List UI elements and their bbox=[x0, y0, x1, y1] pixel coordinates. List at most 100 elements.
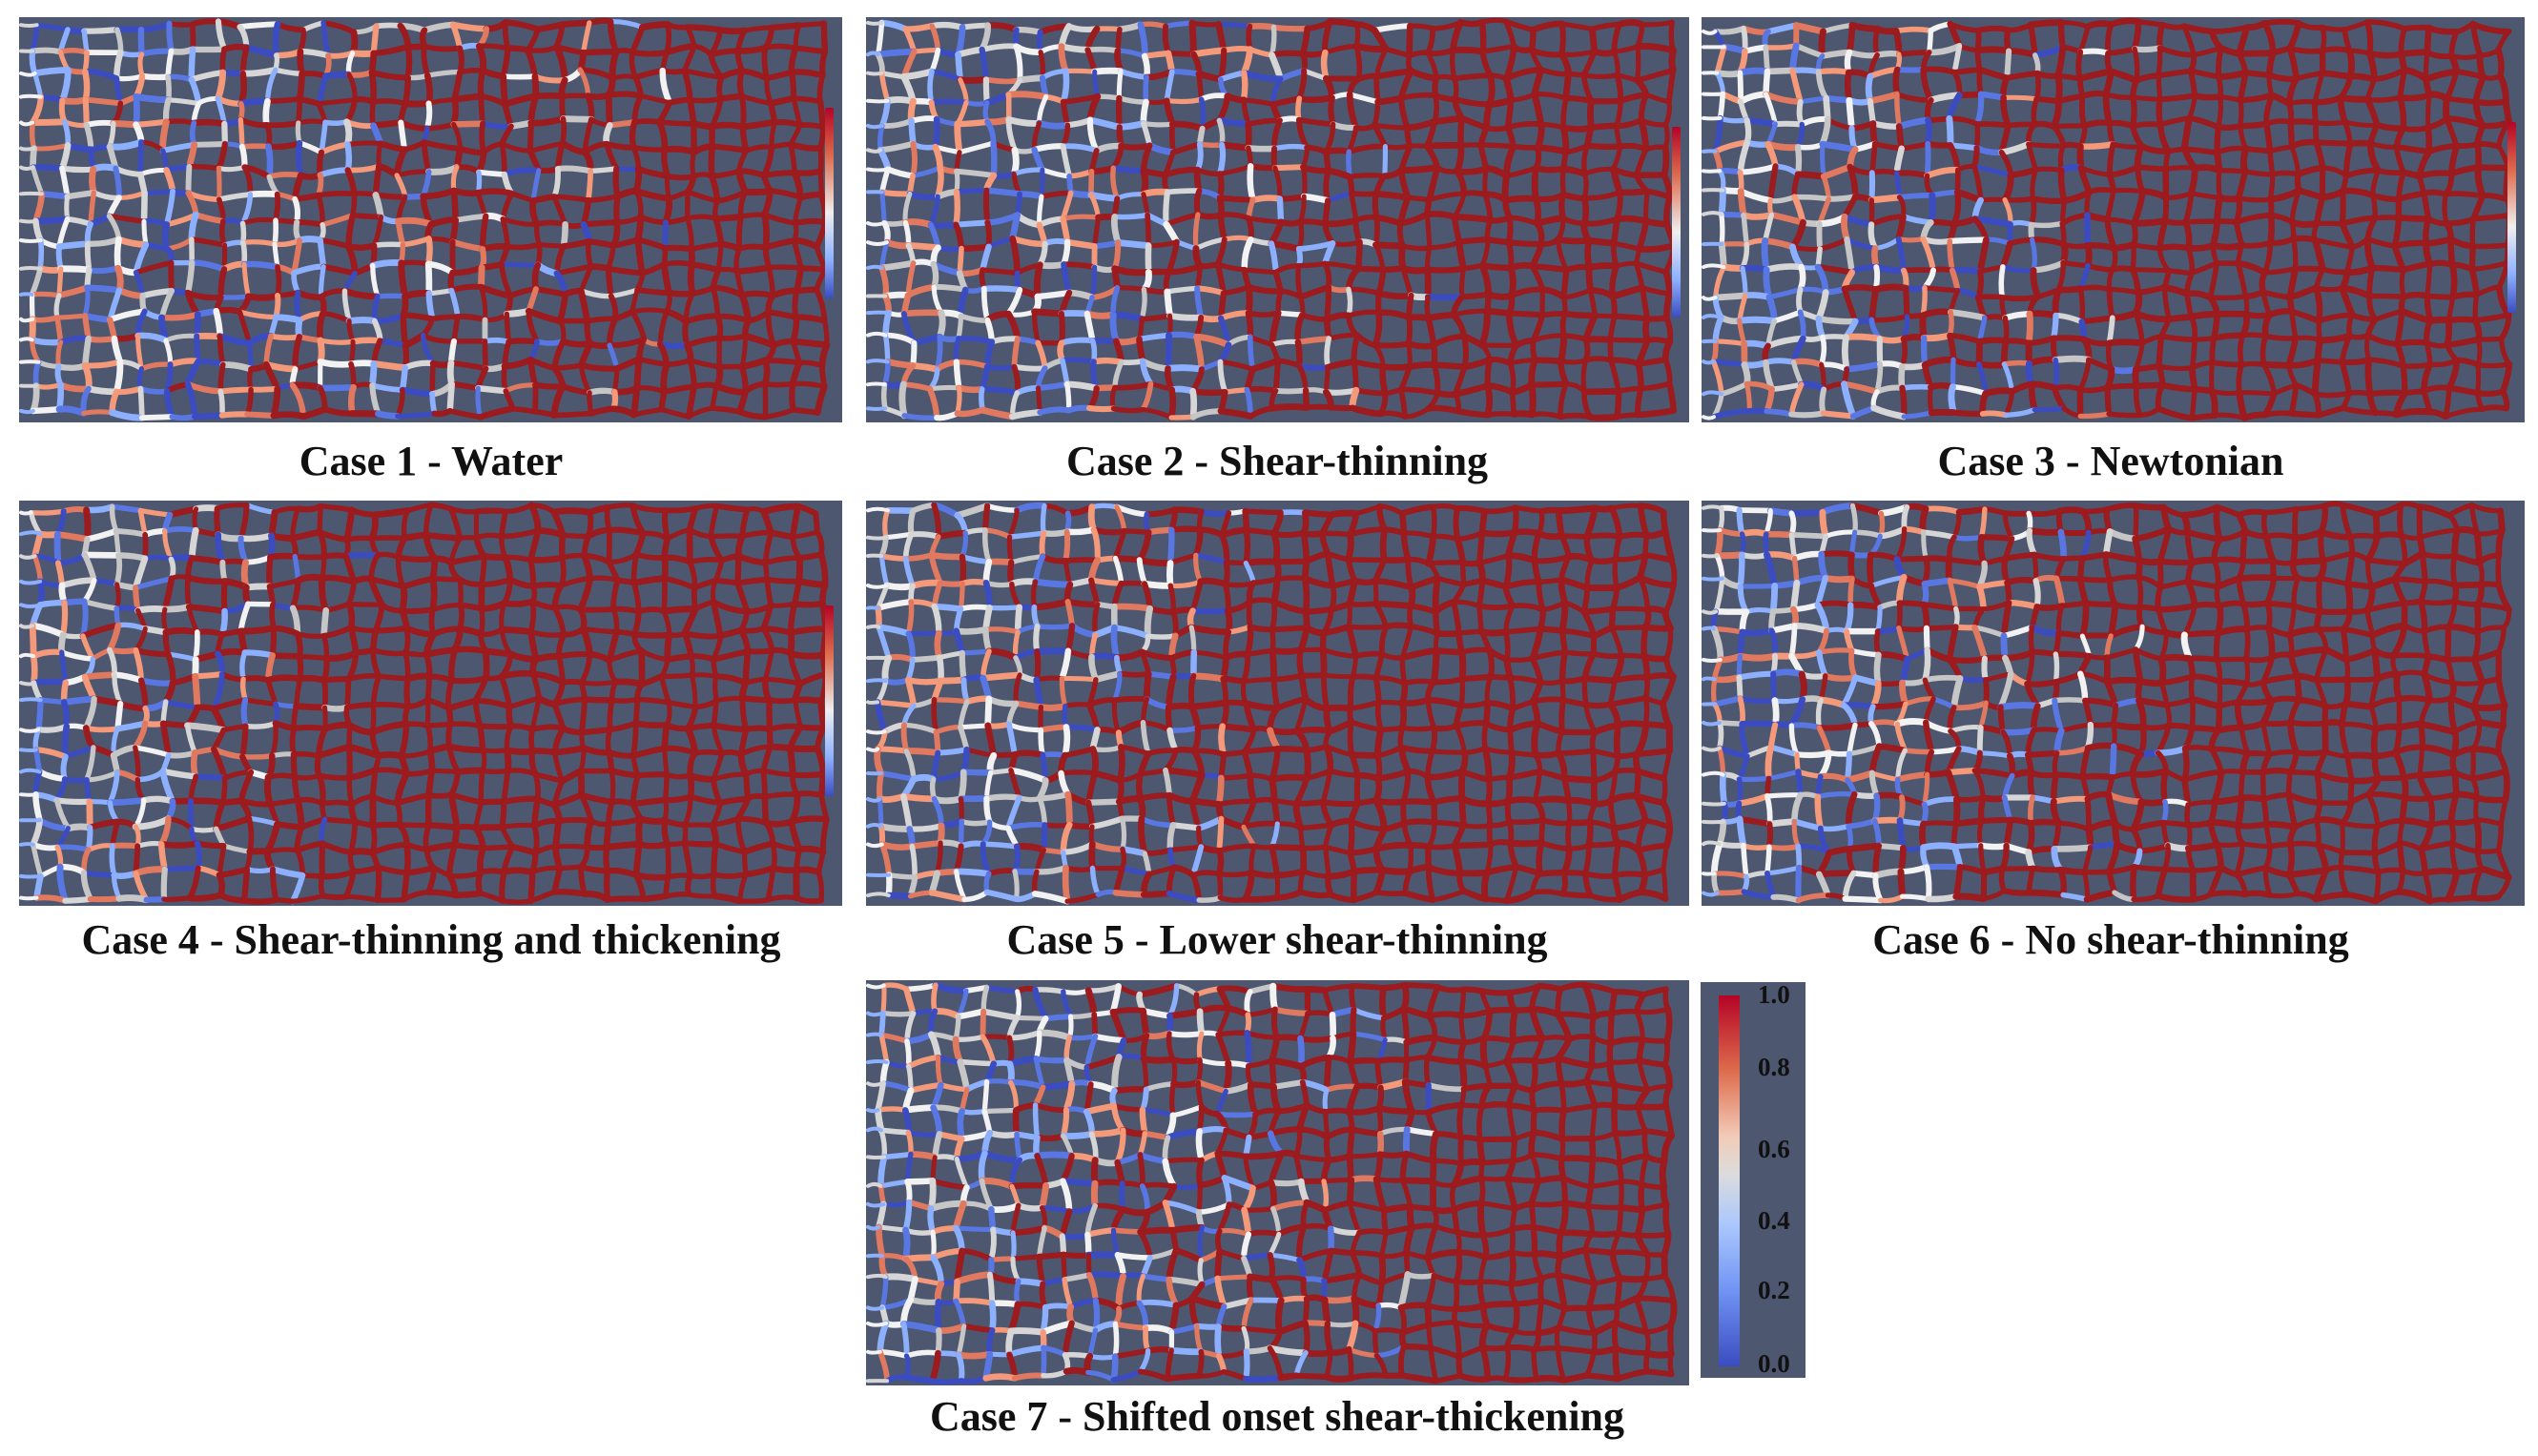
throat bbox=[2363, 333, 2372, 362]
throat bbox=[1461, 333, 1469, 370]
throat bbox=[429, 575, 464, 583]
throat bbox=[636, 841, 671, 850]
throat bbox=[1895, 116, 1931, 131]
throat bbox=[954, 359, 990, 370]
throat bbox=[1248, 334, 1275, 348]
throat bbox=[499, 822, 537, 831]
throat bbox=[241, 164, 254, 197]
throat bbox=[500, 45, 511, 80]
throat bbox=[709, 405, 743, 415]
throat bbox=[2236, 50, 2277, 57]
throat bbox=[54, 313, 88, 320]
throat bbox=[398, 720, 409, 760]
throat bbox=[1346, 286, 1353, 318]
throat bbox=[1143, 74, 1149, 105]
throat bbox=[931, 284, 944, 316]
throat bbox=[369, 382, 382, 417]
throat bbox=[606, 242, 616, 272]
throat bbox=[1038, 724, 1069, 733]
throat bbox=[959, 553, 967, 587]
throat bbox=[1634, 43, 1677, 54]
throat bbox=[1764, 67, 1796, 75]
throat bbox=[1612, 44, 1640, 54]
throat bbox=[1398, 242, 1407, 272]
throat bbox=[982, 187, 991, 226]
throat bbox=[1197, 141, 1225, 148]
throat bbox=[477, 67, 486, 100]
throat bbox=[640, 530, 671, 542]
throat bbox=[2189, 364, 2198, 393]
throat bbox=[1145, 142, 1177, 156]
throat bbox=[736, 872, 749, 904]
throat bbox=[791, 95, 823, 105]
throat bbox=[2475, 337, 2483, 368]
throat bbox=[1406, 361, 1437, 370]
throat bbox=[2111, 241, 2137, 252]
throat bbox=[240, 696, 249, 729]
throat bbox=[424, 260, 433, 297]
throat bbox=[1221, 749, 1248, 757]
throat bbox=[2135, 164, 2146, 195]
throat bbox=[632, 67, 666, 81]
throat bbox=[1372, 309, 1383, 349]
throat bbox=[813, 510, 820, 536]
throat bbox=[687, 96, 697, 128]
throat bbox=[1193, 333, 1232, 349]
throat bbox=[214, 650, 226, 678]
throat bbox=[1270, 24, 1310, 32]
throat bbox=[320, 633, 330, 661]
throat bbox=[1478, 262, 1492, 297]
throat bbox=[1089, 264, 1098, 300]
throat bbox=[1398, 386, 1441, 397]
throat bbox=[450, 164, 460, 194]
throat bbox=[1378, 624, 1390, 657]
throat bbox=[739, 695, 750, 732]
throat bbox=[687, 557, 725, 565]
throat bbox=[1399, 264, 1432, 275]
throat bbox=[684, 24, 724, 33]
throat bbox=[159, 118, 170, 154]
throat bbox=[61, 118, 72, 149]
throat bbox=[242, 44, 280, 59]
throat bbox=[1661, 144, 1670, 178]
throat bbox=[1295, 116, 1310, 151]
throat bbox=[1585, 264, 1594, 294]
throat bbox=[1270, 576, 1281, 605]
throat bbox=[1274, 575, 1308, 583]
throat bbox=[368, 359, 378, 389]
throat bbox=[1742, 292, 1773, 300]
throat bbox=[1534, 220, 1545, 247]
throat bbox=[2374, 122, 2406, 132]
throat bbox=[1823, 94, 1831, 123]
throat bbox=[2396, 94, 2407, 132]
throat bbox=[659, 68, 688, 75]
throat bbox=[1426, 820, 1437, 850]
throat bbox=[1372, 600, 1414, 609]
throat bbox=[1015, 336, 1042, 346]
panel-case-3 bbox=[1702, 17, 2525, 422]
throat bbox=[2214, 145, 2249, 155]
throat bbox=[552, 843, 590, 851]
throat bbox=[475, 365, 489, 392]
throat bbox=[1609, 284, 1646, 300]
throat bbox=[661, 817, 671, 848]
throat bbox=[1320, 49, 1330, 82]
throat bbox=[1613, 722, 1621, 760]
throat bbox=[2313, 139, 2354, 147]
throat bbox=[981, 502, 991, 533]
throat bbox=[265, 677, 279, 707]
throat bbox=[1702, 29, 1718, 35]
throat bbox=[30, 841, 61, 851]
throat bbox=[2108, 365, 2139, 375]
throat bbox=[877, 823, 914, 832]
throat bbox=[1272, 358, 1281, 394]
throat bbox=[1954, 167, 1961, 195]
throat bbox=[878, 97, 891, 129]
throat bbox=[2235, 168, 2249, 202]
throat bbox=[1267, 727, 1300, 736]
throat bbox=[634, 213, 645, 243]
throat bbox=[1324, 284, 1332, 323]
throat bbox=[1298, 822, 1334, 831]
throat bbox=[1971, 145, 1980, 170]
throat bbox=[820, 20, 829, 55]
